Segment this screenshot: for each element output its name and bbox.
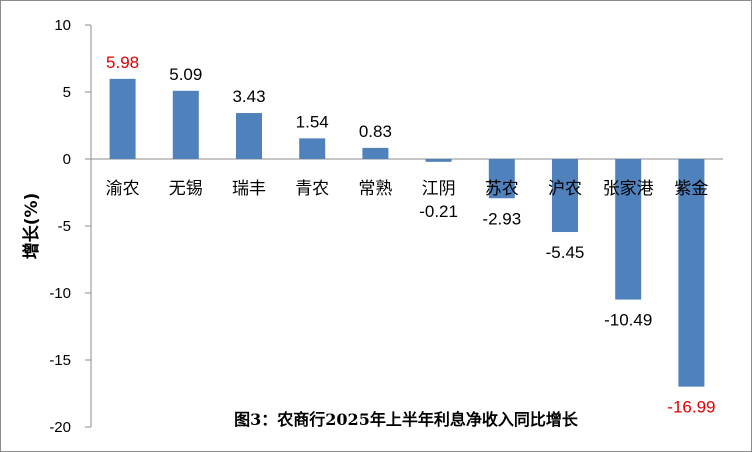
- data-label: 0.83: [359, 122, 392, 141]
- data-label: -2.93: [482, 209, 521, 228]
- chart-title: 图3：农商行2025年上半年利息净收入同比增长: [234, 410, 579, 429]
- x-tick-label: 瑞丰: [232, 179, 266, 199]
- y-tick-label: 0: [63, 151, 71, 168]
- x-tick-label: 紫金: [674, 179, 708, 199]
- bar: [109, 78, 136, 159]
- bar: [299, 138, 326, 159]
- y-tick-label: -5: [58, 218, 71, 235]
- x-tick-label: 渝农: [106, 179, 140, 199]
- y-axis: 10 5 0 -5 -10 -15 -20: [49, 17, 723, 436]
- data-label: -0.21: [419, 202, 458, 221]
- data-label: -10.49: [604, 311, 652, 330]
- y-tick-label: 5: [63, 84, 71, 101]
- x-tick-label: 青农: [295, 179, 329, 199]
- bar: [425, 159, 452, 162]
- bar: [362, 147, 389, 159]
- bar: [552, 159, 578, 233]
- bar: [615, 159, 642, 300]
- value-labels: 5.98 5.09 3.43 1.54 0.83 -0.21 -2.93 -5.45 -10.4…: [106, 53, 715, 417]
- bar: [678, 159, 705, 387]
- bars: [109, 78, 705, 387]
- y-axis-label: 增长(%): [21, 193, 42, 260]
- y-tick-label: -20: [49, 419, 71, 436]
- x-tick-label: 江阴: [422, 179, 456, 199]
- x-tick-label: 常熟: [358, 178, 392, 199]
- category-labels: 渝农 无锡 瑞丰 青农 常熟 江阴 苏农 沪农 张家港 紫金: [106, 178, 709, 199]
- x-tick-label: 张家港: [603, 179, 654, 199]
- y-tick-label: 10: [54, 17, 71, 34]
- data-label: 5.09: [169, 65, 202, 84]
- data-label: -5.45: [546, 243, 585, 262]
- bar: [236, 113, 262, 159]
- y-tick-label: -10: [49, 285, 71, 302]
- x-tick-label: 沪农: [548, 179, 582, 199]
- data-label: 3.43: [232, 87, 265, 106]
- bar: [172, 90, 199, 159]
- data-label: 5.98: [106, 53, 139, 72]
- x-tick-label: 无锡: [169, 179, 203, 199]
- bar: [488, 159, 515, 199]
- y-tick-label: -15: [49, 352, 71, 369]
- data-label: 1.54: [296, 112, 329, 131]
- x-tick-label: 苏农: [485, 179, 519, 199]
- data-label: -16.99: [667, 398, 715, 417]
